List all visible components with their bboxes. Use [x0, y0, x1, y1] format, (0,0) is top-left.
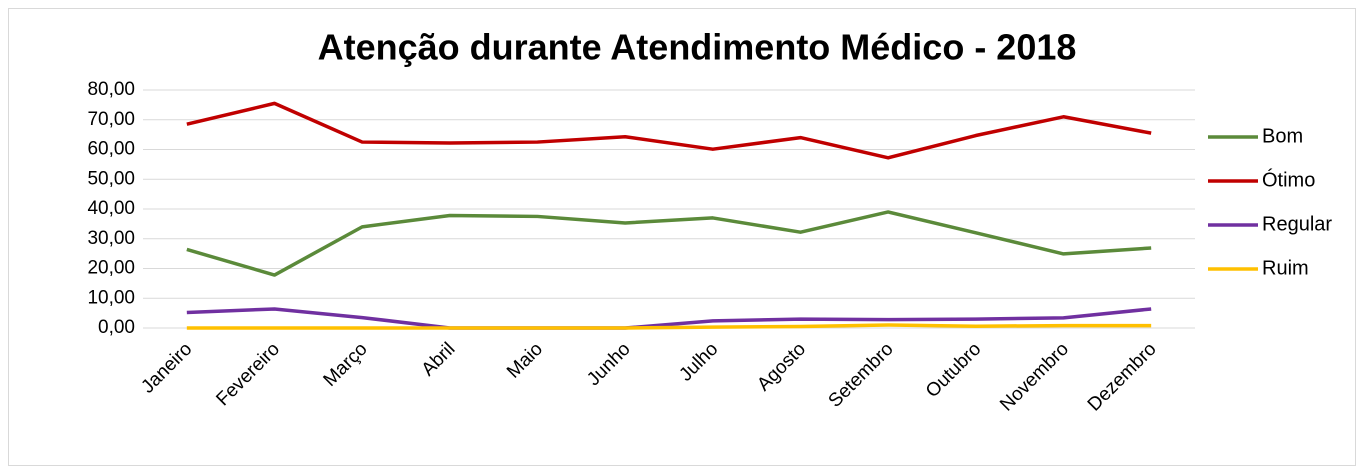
legend-label: Regular [1262, 213, 1332, 235]
legend-label: Ótimo [1262, 168, 1315, 191]
y-tick-label: 10,00 [87, 287, 135, 308]
y-tick-label: 40,00 [87, 198, 135, 219]
chart-title: Atenção durante Atendimento Médico - 201… [318, 27, 1077, 68]
y-tick-label: 20,00 [87, 258, 135, 279]
line-series [186, 307, 1152, 330]
line-series [186, 323, 1152, 330]
y-tick-label: 50,00 [87, 168, 135, 189]
legend-label: Bom [1262, 125, 1303, 147]
y-tick-label: 30,00 [87, 228, 135, 249]
y-tick-label: 80,00 [87, 79, 135, 100]
y-tick-label: 0,00 [98, 317, 135, 338]
legend-label: Ruim [1262, 257, 1309, 279]
y-tick-label: 60,00 [87, 139, 135, 160]
line-series [186, 101, 1152, 160]
line-series [186, 210, 1152, 277]
chart-frame [8, 8, 1356, 466]
y-tick-label: 70,00 [87, 109, 135, 130]
